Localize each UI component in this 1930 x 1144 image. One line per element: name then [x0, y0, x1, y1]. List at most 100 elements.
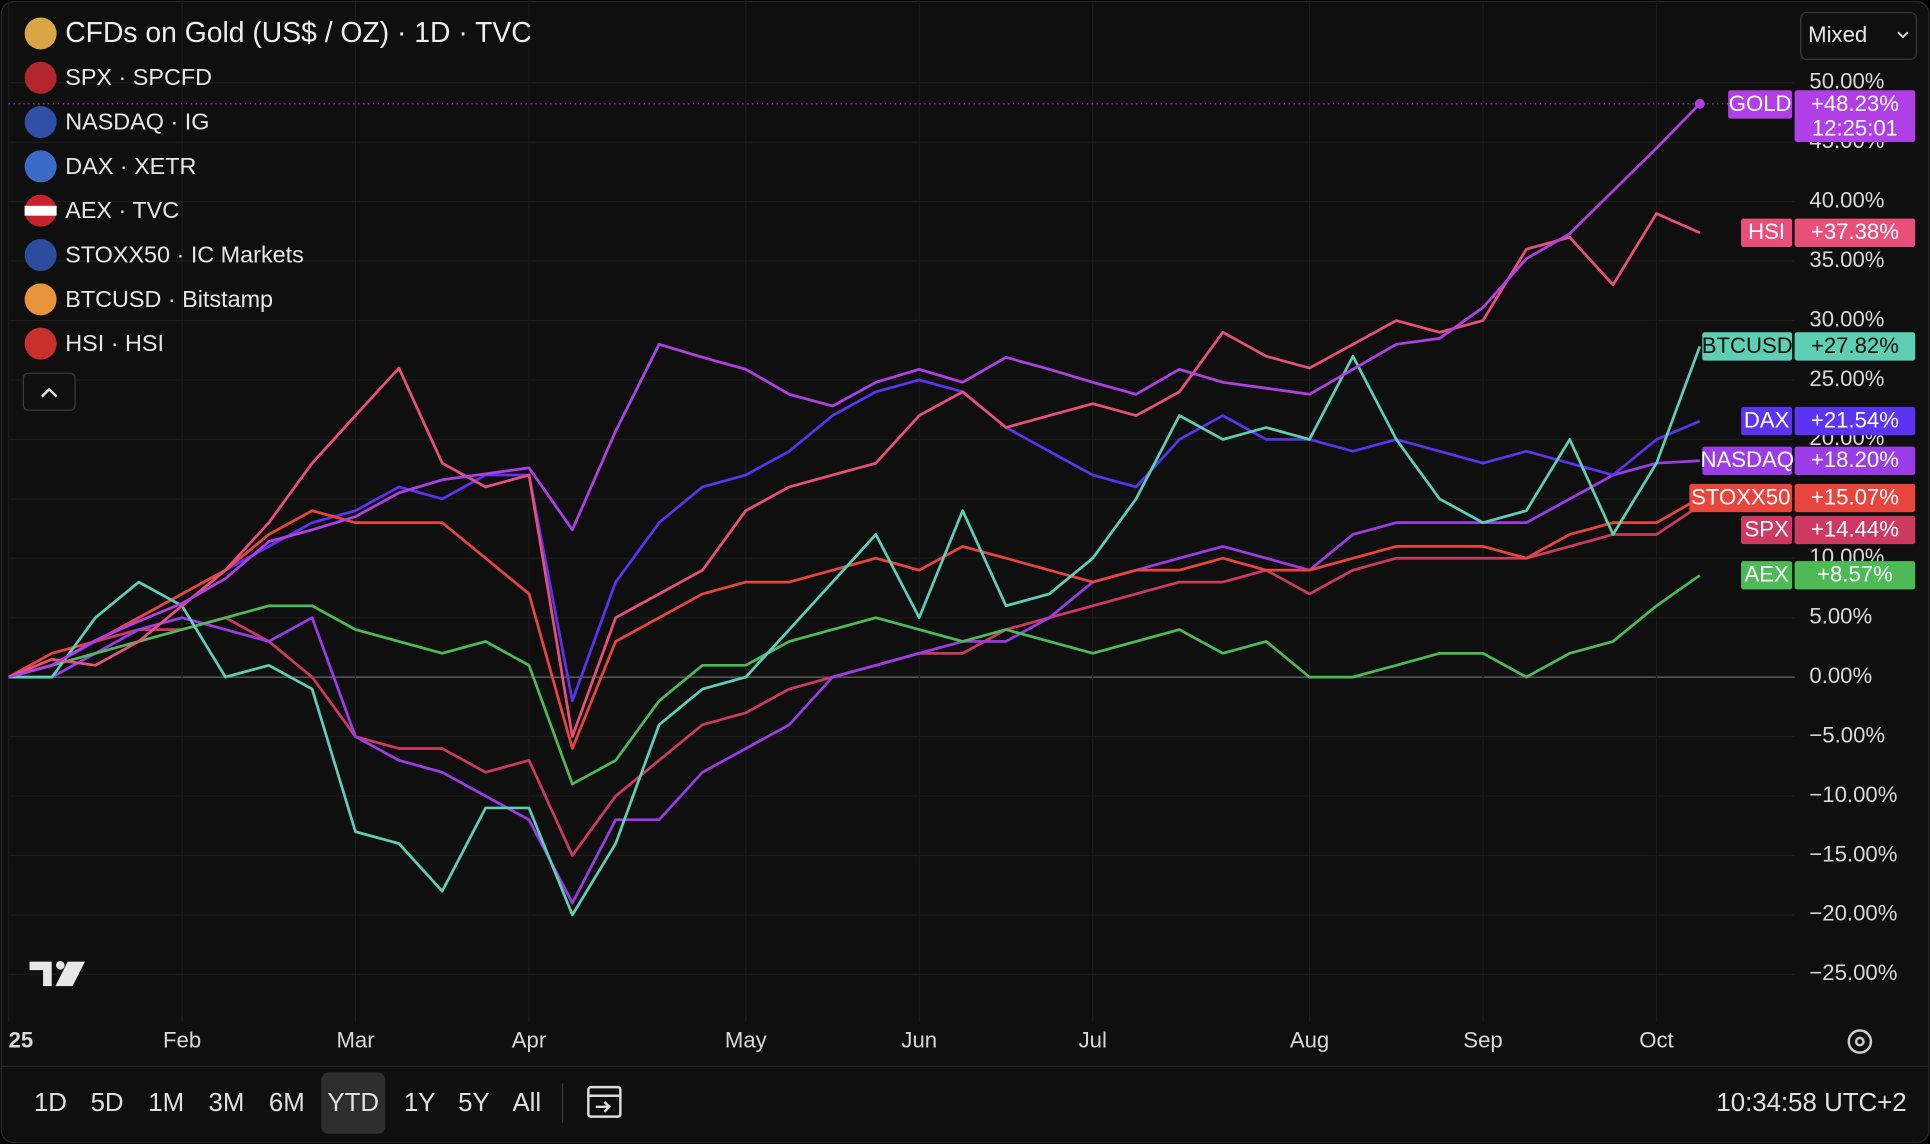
- y-tick-label: 40.00%: [1809, 187, 1884, 212]
- collapse-button[interactable]: [22, 372, 76, 411]
- settings-icon[interactable]: [1847, 1029, 1873, 1054]
- series-name: SPX: [1744, 516, 1789, 541]
- value-box: [1794, 218, 1916, 247]
- legend-entry[interactable]: DAX · XETR: [65, 153, 196, 179]
- icon: [24, 61, 57, 94]
- legend-entry[interactable]: AEX · TVC: [65, 197, 179, 223]
- end-labels: GOLD +48.23%12:25:01 HSI +37.38% BTCUSD +27.8…: [1689, 90, 1916, 590]
- series-name: BTCUSD: [1702, 333, 1793, 358]
- range-button[interactable]: 5D: [91, 1089, 124, 1117]
- value-box: [1794, 515, 1916, 545]
- legend-entry[interactable]: BTCUSD · Bitstamp: [65, 286, 273, 312]
- grid: [8, 0, 1795, 1022]
- legend-entry[interactable]: HSI · HSI: [65, 330, 164, 356]
- series-name-box: [1741, 515, 1793, 545]
- x-tick-label: Apr: [512, 1027, 546, 1052]
- series-name-box: [1741, 406, 1793, 436]
- chart-title: CFDs on Gold (US$ / OZ) · 1D · TVC: [65, 16, 531, 48]
- date-range-icon[interactable]: [587, 1085, 622, 1118]
- value-label: +18.20%: [1811, 447, 1899, 472]
- range-button[interactable]: 3M: [209, 1089, 245, 1117]
- series-line: [8, 574, 1701, 786]
- x-tick-label: Mar: [336, 1027, 374, 1052]
- last-point: [1694, 98, 1705, 109]
- icon: [24, 283, 57, 316]
- plot: [7, 98, 1795, 917]
- value-label: +15.07%: [1811, 484, 1899, 509]
- value-box: [1794, 90, 1916, 142]
- series-line: [7, 496, 1701, 750]
- series-name: HSI: [1748, 219, 1785, 244]
- active-range: [321, 1072, 386, 1134]
- value-label: +8.57%: [1817, 562, 1893, 587]
- legend-entry[interactable]: STOXX50 · IC Markets: [65, 241, 304, 267]
- value-label: +48.23%: [1811, 91, 1899, 116]
- legend: CFDs on Gold (US$ / OZ) · 1D · TVC SPX ·…: [22, 16, 532, 411]
- series-name-box: [1728, 90, 1793, 119]
- series-line: [8, 459, 1700, 905]
- x-tick-label: May: [725, 1027, 768, 1052]
- y-tick-label: −15.00%: [1809, 841, 1897, 866]
- scale-mode-dropdown[interactable]: [1800, 11, 1918, 60]
- series-name: AEX: [1744, 562, 1789, 587]
- logo-dot: [56, 960, 65, 970]
- y-tick-label: 5.00%: [1809, 604, 1872, 629]
- x-tick-label: Jun: [901, 1027, 937, 1052]
- series-name: NASDAQ: [1700, 447, 1794, 472]
- range-button[interactable]: 1M: [148, 1089, 184, 1117]
- value-box: [1794, 332, 1916, 361]
- y-tick-label: −25.00%: [1809, 960, 1897, 985]
- y-tick-label: 0.00%: [1809, 663, 1872, 688]
- value-box: [1794, 406, 1916, 436]
- dropdown-arrow: [1897, 31, 1909, 39]
- range-button[interactable]: 1Y: [404, 1089, 436, 1117]
- series-line: [8, 345, 1702, 917]
- series-line: [8, 212, 1701, 738]
- calendar: [587, 1085, 622, 1118]
- series-name-box: [1741, 218, 1793, 247]
- series-name: STOXX50: [1691, 484, 1790, 509]
- y-tick-label: 50.00%: [1809, 69, 1884, 94]
- x-tick-label: Feb: [163, 1027, 201, 1052]
- icon: [24, 150, 57, 183]
- series-name-box: [1741, 561, 1793, 590]
- series-line: [8, 102, 1701, 679]
- legend-entry[interactable]: SPX · SPCFD: [65, 64, 212, 90]
- y-tick-label: 25.00%: [1809, 366, 1884, 391]
- series-name: GOLD: [1729, 91, 1792, 116]
- legend-entry[interactable]: NASDAQ · IG: [65, 109, 209, 135]
- y-tick-label: −5.00%: [1809, 722, 1885, 747]
- value-box: [1794, 561, 1916, 590]
- settings-icon-inner: [1854, 1036, 1865, 1047]
- y-tick-label: −10.00%: [1809, 782, 1897, 807]
- series-name-box: [1689, 483, 1793, 513]
- icon: [24, 327, 57, 360]
- series-name: DAX: [1744, 408, 1790, 433]
- value-box: [1794, 483, 1916, 513]
- value-box: [1794, 446, 1916, 475]
- icon-stripe: [24, 205, 57, 216]
- x-tick-label: Oct: [1639, 1027, 1673, 1052]
- toolbar: 1D 5D 1M 3M 6M YTD 1Y 5Y All: [34, 1072, 541, 1134]
- series-name-box: [1702, 332, 1793, 361]
- range-button[interactable]: YTD: [327, 1089, 379, 1117]
- y-tick-label: −20.00%: [1809, 901, 1897, 926]
- x-tick-label: Jul: [1079, 1027, 1107, 1052]
- range-button[interactable]: 1D: [34, 1089, 67, 1117]
- value-label: +37.38%: [1811, 219, 1899, 244]
- value-label: +21.54%: [1811, 408, 1899, 433]
- range-button[interactable]: 6M: [269, 1089, 305, 1117]
- range-button[interactable]: All: [512, 1089, 541, 1117]
- scale-mode: Mixed: [1808, 22, 1867, 47]
- calendar-arrow: [595, 1101, 612, 1113]
- series-name-box: [1702, 446, 1793, 475]
- value-label: +14.44%: [1811, 516, 1899, 541]
- clock: 10:34:58 UTC+2: [1716, 1089, 1906, 1117]
- y-tick-label: 30.00%: [1809, 306, 1884, 331]
- icon: [24, 106, 57, 139]
- range-button[interactable]: 5Y: [458, 1089, 490, 1117]
- x-tick-label: Sep: [1463, 1027, 1502, 1052]
